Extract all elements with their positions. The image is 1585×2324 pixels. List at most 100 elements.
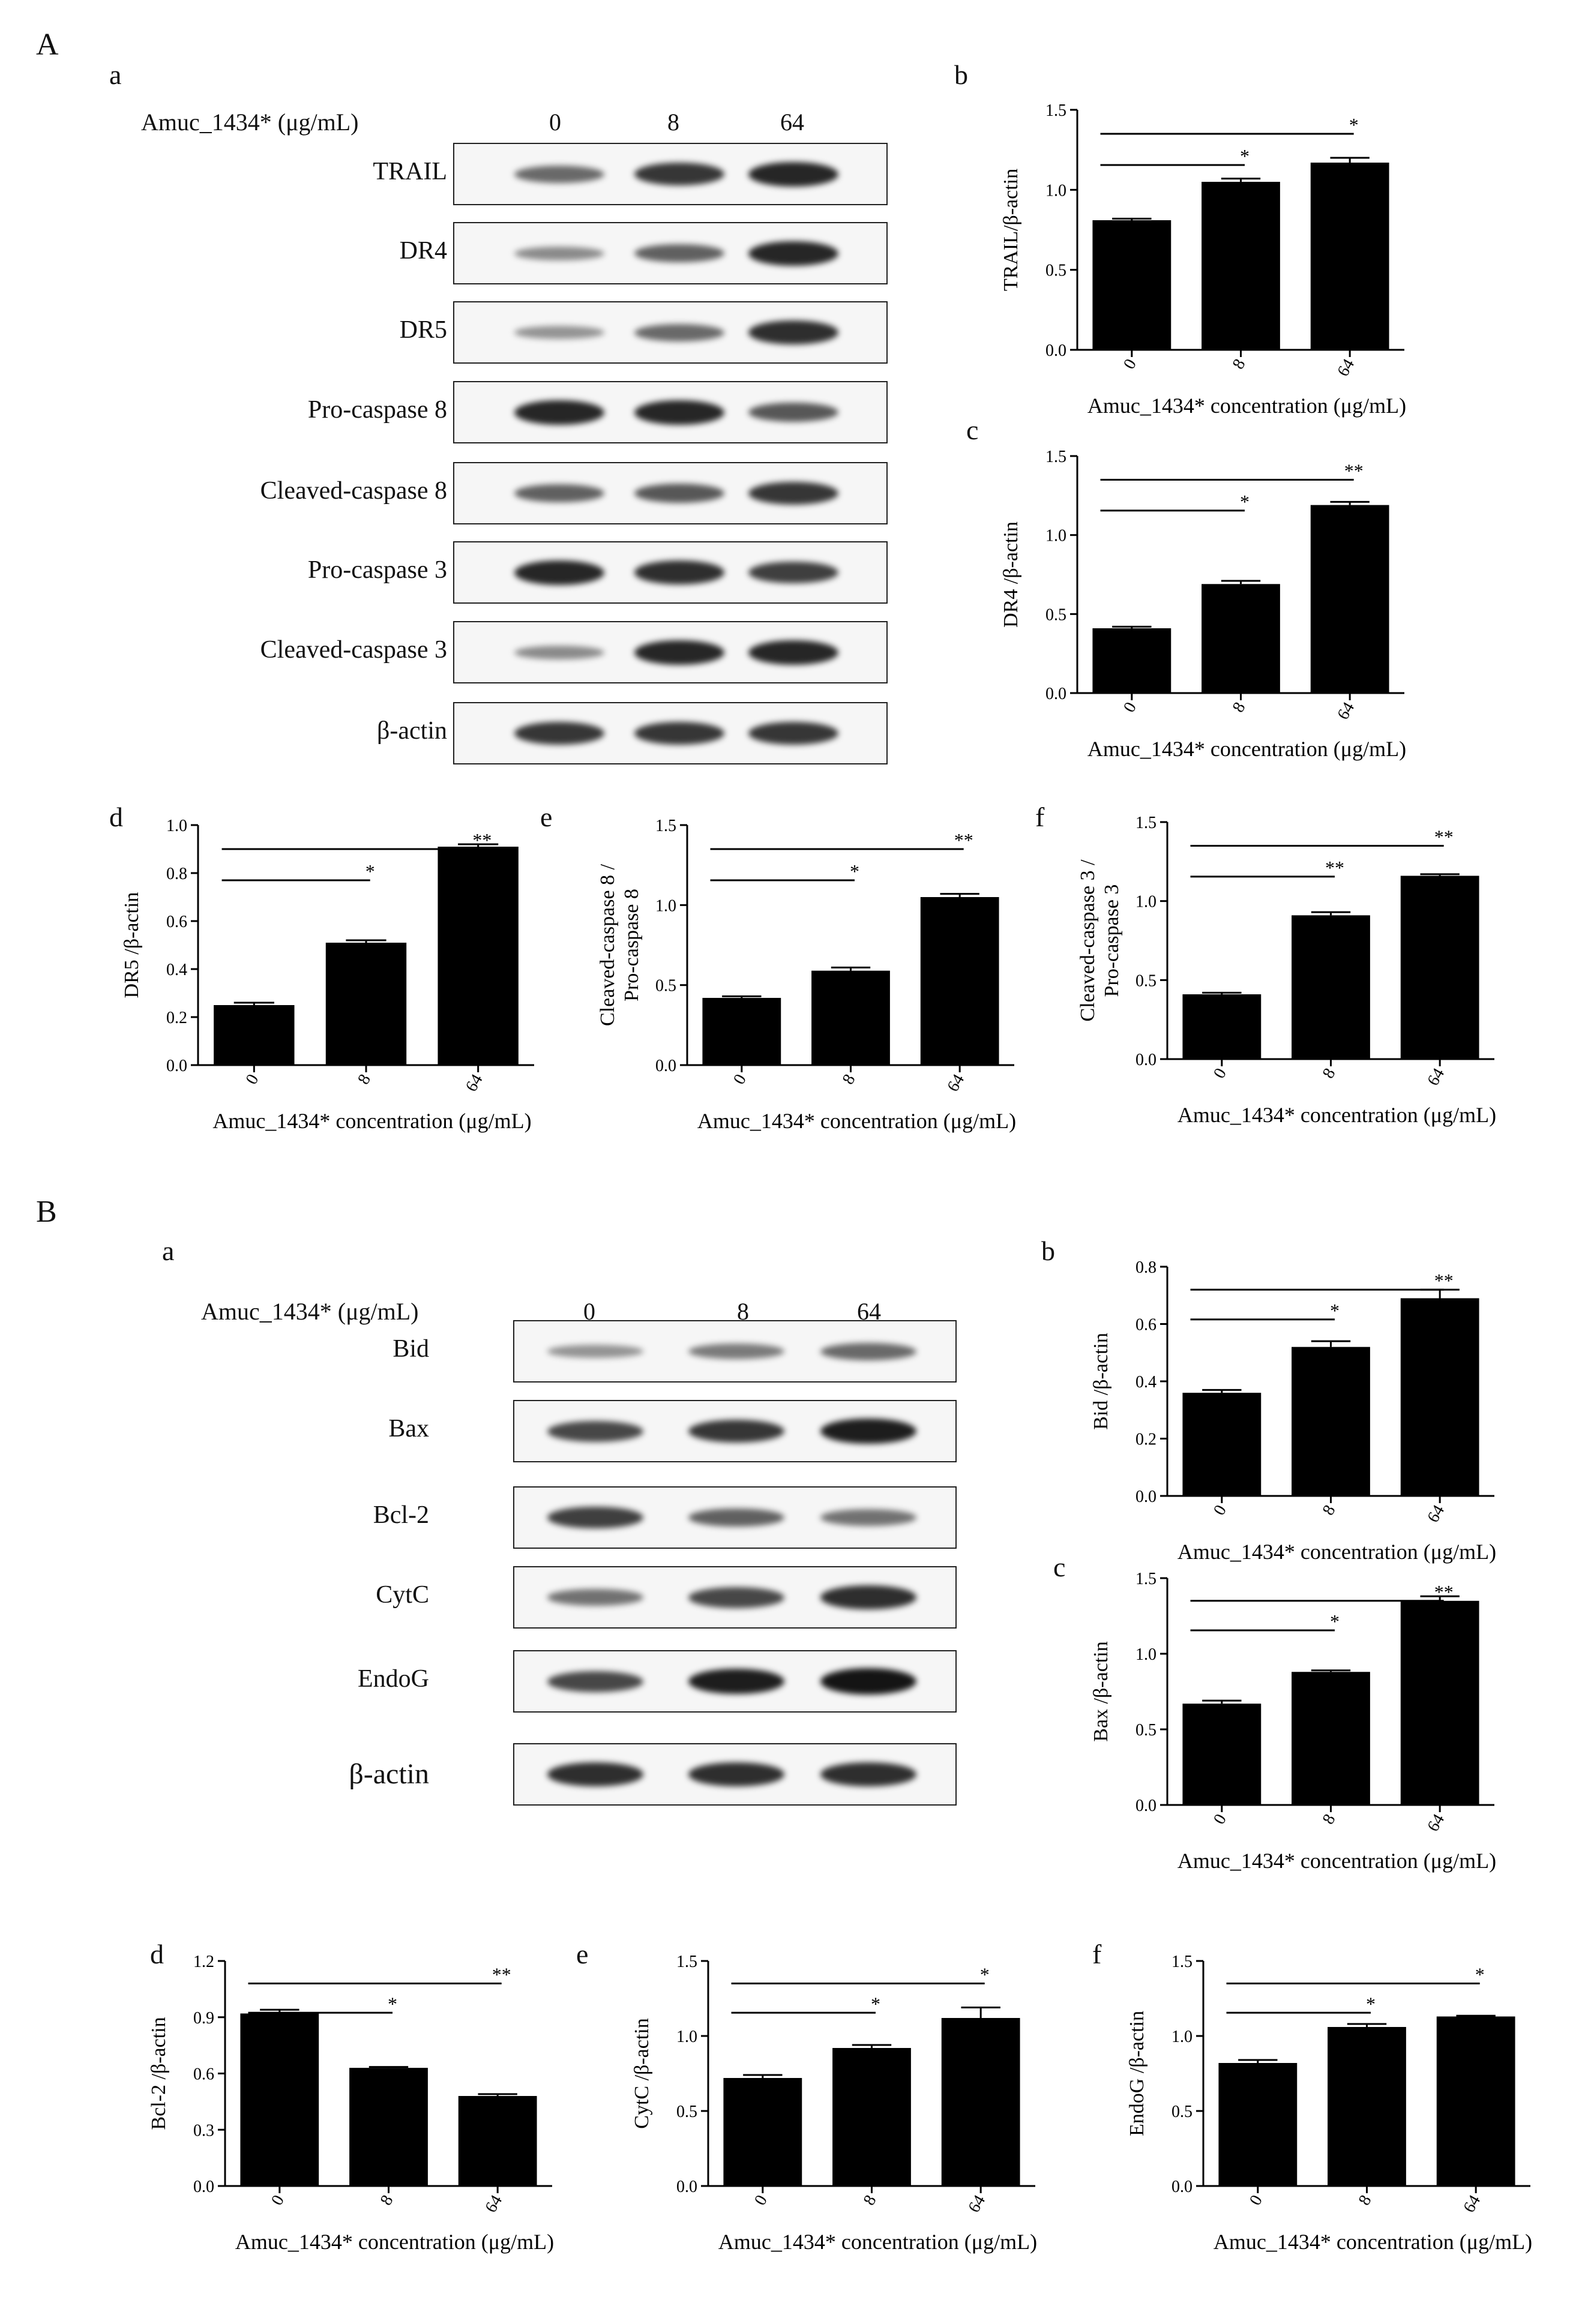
x-tick-label: 64 bbox=[943, 1071, 968, 1095]
blot-row-label: CytC bbox=[376, 1581, 429, 1609]
blotA-conc-64: 64 bbox=[780, 109, 804, 136]
y-tick-label: 1.0 bbox=[1171, 2028, 1193, 2046]
y-tick-label: 1.0 bbox=[1045, 181, 1066, 200]
bar bbox=[1310, 505, 1389, 693]
blot-band bbox=[547, 1345, 643, 1358]
blot-band bbox=[514, 326, 604, 339]
blot-band bbox=[634, 323, 724, 341]
x-tick-label: 0 bbox=[268, 2192, 288, 2209]
blot-strip bbox=[513, 1486, 957, 1549]
blot-band bbox=[514, 645, 604, 659]
x-tick-label: 64 bbox=[462, 1071, 487, 1095]
x-axis-label: Amuc_1434* concentration (μg/mL) bbox=[1177, 1540, 1496, 1564]
blot-row-label: TRAIL bbox=[373, 158, 447, 185]
x-tick-label: 0 bbox=[751, 2192, 771, 2209]
x-tick-label: 8 bbox=[839, 1071, 859, 1088]
x-axis-label: Amuc_1434* concentration (μg/mL) bbox=[1177, 1849, 1496, 1873]
y-tick-label: 0.0 bbox=[1135, 1488, 1156, 1506]
bar bbox=[1292, 915, 1370, 1059]
significance-marker: * bbox=[1240, 145, 1250, 167]
panel-label-B: B bbox=[36, 1195, 57, 1229]
blot-band bbox=[820, 1418, 916, 1444]
blot-band bbox=[748, 482, 838, 505]
blot-band bbox=[547, 1762, 643, 1786]
blot-band bbox=[547, 1420, 643, 1442]
bar bbox=[1182, 1393, 1262, 1496]
blot-band bbox=[748, 161, 838, 187]
y-tick-label: 1.5 bbox=[1171, 1953, 1193, 1971]
bar bbox=[920, 897, 999, 1065]
panel-label-Af: f bbox=[1035, 802, 1045, 832]
blot-strip bbox=[513, 1320, 957, 1383]
bar bbox=[941, 2018, 1020, 2186]
blot-row-label: β-actin bbox=[377, 717, 447, 745]
x-tick-label: 8 bbox=[1229, 356, 1250, 373]
x-tick-label: 0 bbox=[1120, 699, 1140, 716]
y-tick-label: 1.5 bbox=[1045, 448, 1066, 466]
bar bbox=[1292, 1347, 1370, 1496]
blot-strip bbox=[513, 1650, 957, 1713]
x-tick-label: 0 bbox=[1210, 1502, 1230, 1519]
blot-row-label: Bax bbox=[388, 1415, 429, 1443]
blot-band bbox=[820, 1585, 916, 1609]
bar bbox=[1202, 182, 1280, 350]
bar bbox=[240, 2013, 319, 2186]
panel-label-A: A bbox=[36, 28, 59, 62]
y-tick-label: 0.2 bbox=[1135, 1431, 1156, 1449]
y-tick-label: 1.0 bbox=[1045, 527, 1066, 545]
bar bbox=[1310, 163, 1389, 350]
blot-band bbox=[634, 722, 724, 745]
blotB-treatment-label: Amuc_1434* (μg/mL) bbox=[201, 1298, 419, 1325]
y-tick-label: 0.0 bbox=[166, 1057, 187, 1075]
bar bbox=[458, 2096, 537, 2186]
x-tick-label: 64 bbox=[1424, 1502, 1448, 1526]
y-tick-label: 0.5 bbox=[1045, 605, 1066, 624]
blot-row-label: DR5 bbox=[399, 316, 447, 344]
y-tick-label: 0.8 bbox=[166, 865, 187, 883]
blot-band bbox=[547, 1506, 643, 1529]
x-axis-label: Amuc_1434* concentration (μg/mL) bbox=[697, 1109, 1016, 1133]
panel-label-Bb: b bbox=[1041, 1236, 1055, 1266]
y-axis-label: DR5 /β-actin bbox=[121, 892, 143, 998]
blotA-treatment-label: Amuc_1434* (μg/mL) bbox=[141, 109, 359, 136]
blot-band bbox=[748, 722, 838, 745]
blot-band bbox=[748, 320, 838, 344]
blot-band bbox=[688, 1587, 784, 1608]
blot-strip bbox=[453, 222, 888, 284]
panel-label-Ba: a bbox=[162, 1236, 175, 1266]
blot-band bbox=[514, 560, 604, 585]
bar bbox=[325, 943, 407, 1065]
significance-marker: ** bbox=[954, 829, 973, 851]
significance-marker: * bbox=[850, 860, 859, 882]
y-tick-label: 0.5 bbox=[1171, 2103, 1193, 2121]
y-tick-label: 0.8 bbox=[1135, 1258, 1156, 1277]
x-tick-label: 8 bbox=[860, 2192, 880, 2209]
y-tick-label: 0.9 bbox=[193, 2009, 214, 2028]
y-tick-label: 0.5 bbox=[1135, 971, 1156, 990]
blot-strip bbox=[453, 381, 888, 443]
significance-marker: ** bbox=[1344, 460, 1364, 482]
significance-marker: ** bbox=[492, 1964, 511, 1986]
panel-label-Bf: f bbox=[1092, 1939, 1102, 1969]
y-tick-label: 0.0 bbox=[1045, 685, 1066, 703]
blot-band bbox=[634, 640, 724, 665]
blot-band bbox=[688, 1420, 784, 1443]
y-tick-label: 0.0 bbox=[1171, 2178, 1193, 2196]
panel-label-Ae: e bbox=[540, 802, 553, 832]
significance-marker: * bbox=[1330, 1300, 1340, 1321]
blot-band bbox=[820, 1668, 916, 1695]
bar bbox=[1436, 2016, 1515, 2186]
x-axis-label: Amuc_1434* concentration (μg/mL) bbox=[235, 2230, 554, 2254]
x-tick-label: 64 bbox=[1424, 1811, 1448, 1835]
x-axis-label: Amuc_1434* concentration (μg/mL) bbox=[718, 2230, 1037, 2254]
y-axis-label: DR4 /β-actin bbox=[1000, 521, 1022, 628]
blot-row-label: β-actin bbox=[349, 1758, 429, 1790]
blot-band bbox=[634, 244, 724, 263]
y-axis-label-line1: Cleaved-caspase 3 / bbox=[1077, 859, 1099, 1022]
blot-band bbox=[514, 722, 604, 745]
x-axis-label: Amuc_1434* concentration (μg/mL) bbox=[212, 1109, 531, 1133]
bar bbox=[1328, 2027, 1406, 2186]
y-axis-label-line2: Pro-caspase 3 bbox=[1101, 884, 1123, 997]
significance-marker: * bbox=[980, 1964, 990, 1986]
blot-band bbox=[748, 640, 838, 665]
